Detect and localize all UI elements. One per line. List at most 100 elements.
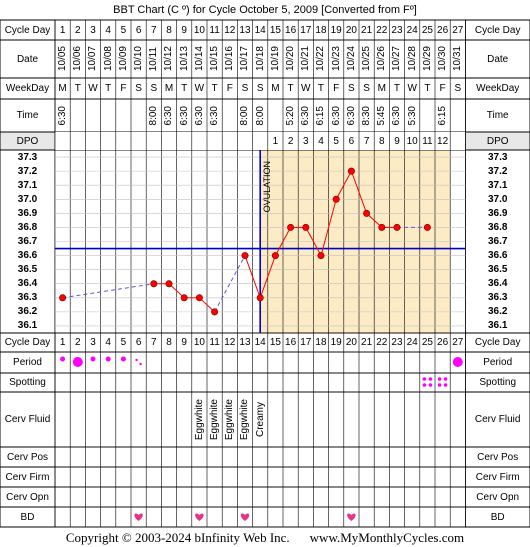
time-18: 6:15: [315, 105, 327, 126]
time-1: 6:30: [57, 105, 69, 126]
time-10: 6:30: [193, 105, 205, 126]
temp-point-day-10[interactable]: [195, 294, 203, 302]
date-16: 10/20: [285, 46, 297, 72]
cycle-day-bottom-1: 1: [59, 337, 66, 348]
weekday-6: S: [135, 83, 142, 94]
temp-segment: [335, 170, 352, 200]
temp-point-day-1[interactable]: [59, 294, 67, 302]
row-label-right-dpo: DPO: [486, 135, 509, 147]
temp-point-day-25[interactable]: [423, 223, 431, 231]
y-tick-label: 37.2: [17, 165, 38, 177]
date-11: 10/15: [209, 46, 221, 72]
temp-point-day-18[interactable]: [317, 252, 325, 260]
date-8: 10/12: [163, 46, 175, 72]
weekday-4: T: [105, 83, 112, 94]
time-19: 6:30: [330, 105, 342, 126]
y-tick-label: 37.0: [17, 193, 38, 205]
row-label-right-cycle_day: Cycle Day: [474, 24, 521, 36]
temp-point-day-8[interactable]: [165, 280, 173, 288]
cycle-day-12: 12: [224, 24, 236, 36]
y-tick-label-right: 36.8: [487, 221, 508, 233]
temp-point-day-14[interactable]: [256, 294, 264, 302]
cycle-day-2: 2: [75, 24, 81, 36]
date-19: 10/23: [330, 46, 342, 72]
cycle-day-bottom-20: 20: [345, 337, 357, 348]
temp-point-day-17[interactable]: [302, 223, 310, 231]
date-3: 10/07: [87, 46, 99, 72]
date-9: 10/13: [178, 46, 190, 72]
temp-segment: [244, 255, 261, 298]
weekday-1: M: [58, 83, 67, 94]
footer: Copyright © 2003-2024 bInfinity Web Inc.…: [0, 528, 530, 547]
row-label-cerv_pos: Cerv Pos: [6, 451, 49, 463]
y-tick-label-right: 36.2: [487, 306, 508, 318]
date-14: 10/18: [254, 46, 266, 72]
row-label-cycle_day: Cycle Day: [4, 24, 51, 36]
weekday-3: W: [88, 83, 98, 94]
y-tick-label-right: 36.7: [487, 235, 508, 247]
y-tick-label: 36.1: [17, 320, 38, 332]
row-label-right-time: Time: [486, 110, 509, 121]
dpo-21: 7: [363, 135, 370, 147]
temp-point-day-9[interactable]: [180, 294, 188, 302]
temp-segment: [320, 199, 337, 256]
temp-point-day-15[interactable]: [271, 252, 279, 260]
row-label-cerv_opn: Cerv Opn: [6, 491, 49, 503]
temp-point-day-19[interactable]: [332, 195, 340, 203]
time-20: 6:30: [345, 105, 357, 126]
date-13: 10/17: [239, 46, 251, 72]
temp-point-day-7[interactable]: [150, 280, 158, 288]
cycle-day-bottom-9: 9: [181, 337, 187, 348]
dpo-23: 9: [394, 135, 400, 147]
dpo-19: 5: [333, 135, 339, 147]
date-27: 10/31: [452, 46, 464, 72]
cycle-day-bottom-22: 22: [376, 337, 388, 348]
cycle-day-20: 20: [345, 24, 357, 36]
date-24: 10/28: [406, 46, 418, 72]
temp-point-day-21[interactable]: [363, 209, 371, 217]
y-tick-label: 36.7: [17, 235, 38, 247]
date-26: 10/30: [437, 46, 449, 72]
cycle-day-bottom-19: 19: [330, 337, 342, 348]
y-tick-label: 36.4: [17, 278, 38, 290]
temp-segment: [305, 227, 322, 256]
temp-segment: [214, 255, 246, 313]
cycle-day-bottom-14: 14: [254, 337, 266, 348]
weekday-13: S: [241, 83, 249, 94]
temp-point-day-13[interactable]: [241, 252, 249, 260]
y-tick-label-right: 36.6: [487, 250, 508, 262]
y-tick-label: 36.9: [17, 207, 38, 219]
cycle-day-bottom-5: 5: [120, 337, 127, 348]
row-label-right-weekday: WeekDay: [476, 83, 520, 94]
cycle-day-bottom-16: 16: [285, 337, 297, 348]
temp-point-day-20[interactable]: [347, 167, 355, 175]
temp-point-day-23[interactable]: [393, 223, 401, 231]
cycle-day-5: 5: [120, 24, 127, 36]
weekday-25: T: [424, 83, 431, 94]
dpo-25: 11: [422, 135, 433, 147]
y-tick-label: 36.6: [17, 250, 38, 262]
temp-point-day-16[interactable]: [287, 223, 295, 231]
row-label-right-bd: BD: [490, 511, 505, 523]
dpo-16: 2: [287, 135, 294, 147]
time-13: 8:00: [239, 105, 251, 126]
y-tick-label: 37.3: [17, 151, 38, 163]
time-8: 6:30: [163, 105, 175, 126]
site-link[interactable]: www.MyMonthlyCycles.com: [309, 529, 465, 545]
weekday-9: T: [181, 83, 188, 94]
temp-segment: [62, 283, 154, 299]
weekday-7: S: [150, 83, 158, 94]
temp-point-day-22[interactable]: [378, 223, 386, 231]
time-7: 8:00: [148, 105, 160, 126]
temp-point-day-11[interactable]: [211, 308, 219, 316]
period-dot-day-1: [60, 356, 66, 362]
time-26: 6:15: [437, 105, 449, 126]
cycle-day-23: 23: [391, 24, 403, 36]
cycle-day-bottom-12: 12: [224, 337, 236, 348]
cycle-day-bottom-27: 27: [452, 337, 464, 348]
weekday-2: T: [74, 83, 81, 94]
time-23: 6:30: [391, 105, 403, 126]
cycle-day-24: 24: [406, 24, 418, 36]
